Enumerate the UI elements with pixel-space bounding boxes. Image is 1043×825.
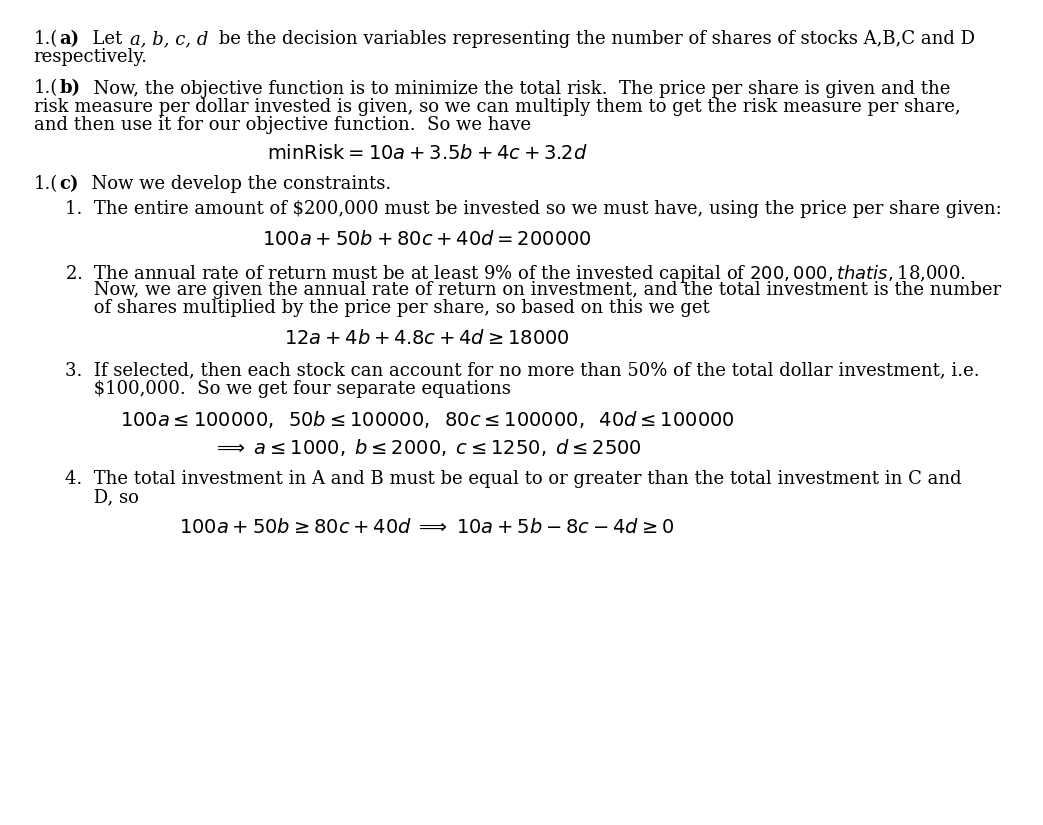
Text: $\Longrightarrow\; a \leq 1000, \; b \leq 2000, \; c \leq 1250, \; d \leq 2500$: $\Longrightarrow\; a \leq 1000, \; b \le… (213, 437, 641, 458)
Text: Let: Let (80, 31, 127, 48)
Text: $\min \mathrm{Risk} = 10a + 3.5b + 4c + 3.2d$: $\min \mathrm{Risk} = 10a + 3.5b + 4c + … (267, 144, 587, 163)
Text: $100,000.  So we get four separate equations: $100,000. So we get four separate equati… (66, 380, 511, 398)
Text: 1.(: 1.( (33, 79, 58, 97)
Text: respectively.: respectively. (33, 48, 148, 66)
Text: 1.(: 1.( (33, 31, 58, 48)
Text: D, so: D, so (66, 488, 139, 507)
Text: 3.  If selected, then each stock can account for no more than 50% of the total d: 3. If selected, then each stock can acco… (66, 361, 979, 380)
Text: $100a + 50b \geq 80c + 40d \;\Longrightarrow\; 10a + 5b - 8c - 4d \geq 0$: $100a + 50b \geq 80c + 40d \;\Longrighta… (179, 518, 675, 537)
Text: b): b) (59, 79, 80, 97)
Text: of shares multiplied by the price per share, so based on this we get: of shares multiplied by the price per sh… (66, 299, 710, 317)
Text: 1.  The entire amount of $200,000 must be invested so we must have, using the pr: 1. The entire amount of $200,000 must be… (66, 200, 1002, 219)
Text: 1.(: 1.( (33, 175, 58, 193)
Text: $100a \leq 100000, \;\; 50b \leq 100000, \;\; 80c \leq 100000, \;\; 40d \leq 100: $100a \leq 100000, \;\; 50b \leq 100000,… (120, 409, 734, 430)
Text: $12a + 4b + 4.8c + 4d \geq 18000$: $12a + 4b + 4.8c + 4d \geq 18000$ (284, 328, 569, 347)
Text: risk measure per dollar invested is given, so we can multiply them to get the ri: risk measure per dollar invested is give… (33, 97, 961, 116)
Text: $100a + 50b + 80c + 40d = 200000$: $100a + 50b + 80c + 40d = 200000$ (262, 230, 591, 249)
Text: 2.  The annual rate of return must be at least 9% of the invested capital of $20: 2. The annual rate of return must be at … (66, 263, 966, 285)
Text: c): c) (59, 175, 79, 193)
Text: and then use it for our objective function.  So we have: and then use it for our objective functi… (33, 116, 531, 134)
Text: a): a) (59, 31, 79, 48)
Text: Now, the objective function is to minimize the total risk.  The price per share : Now, the objective function is to minimi… (81, 79, 950, 97)
Text: be the decision variables representing the number of shares of stocks A,B,C and : be the decision variables representing t… (213, 31, 974, 48)
Text: 4.  The total investment in A and B must be equal to or greater than the total i: 4. The total investment in A and B must … (66, 470, 962, 488)
Text: a, b, c, d: a, b, c, d (130, 31, 209, 48)
Text: Now, we are given the annual rate of return on investment, and the total investm: Now, we are given the annual rate of ret… (66, 281, 1001, 299)
Text: Now we develop the constraints.: Now we develop the constraints. (80, 175, 391, 193)
